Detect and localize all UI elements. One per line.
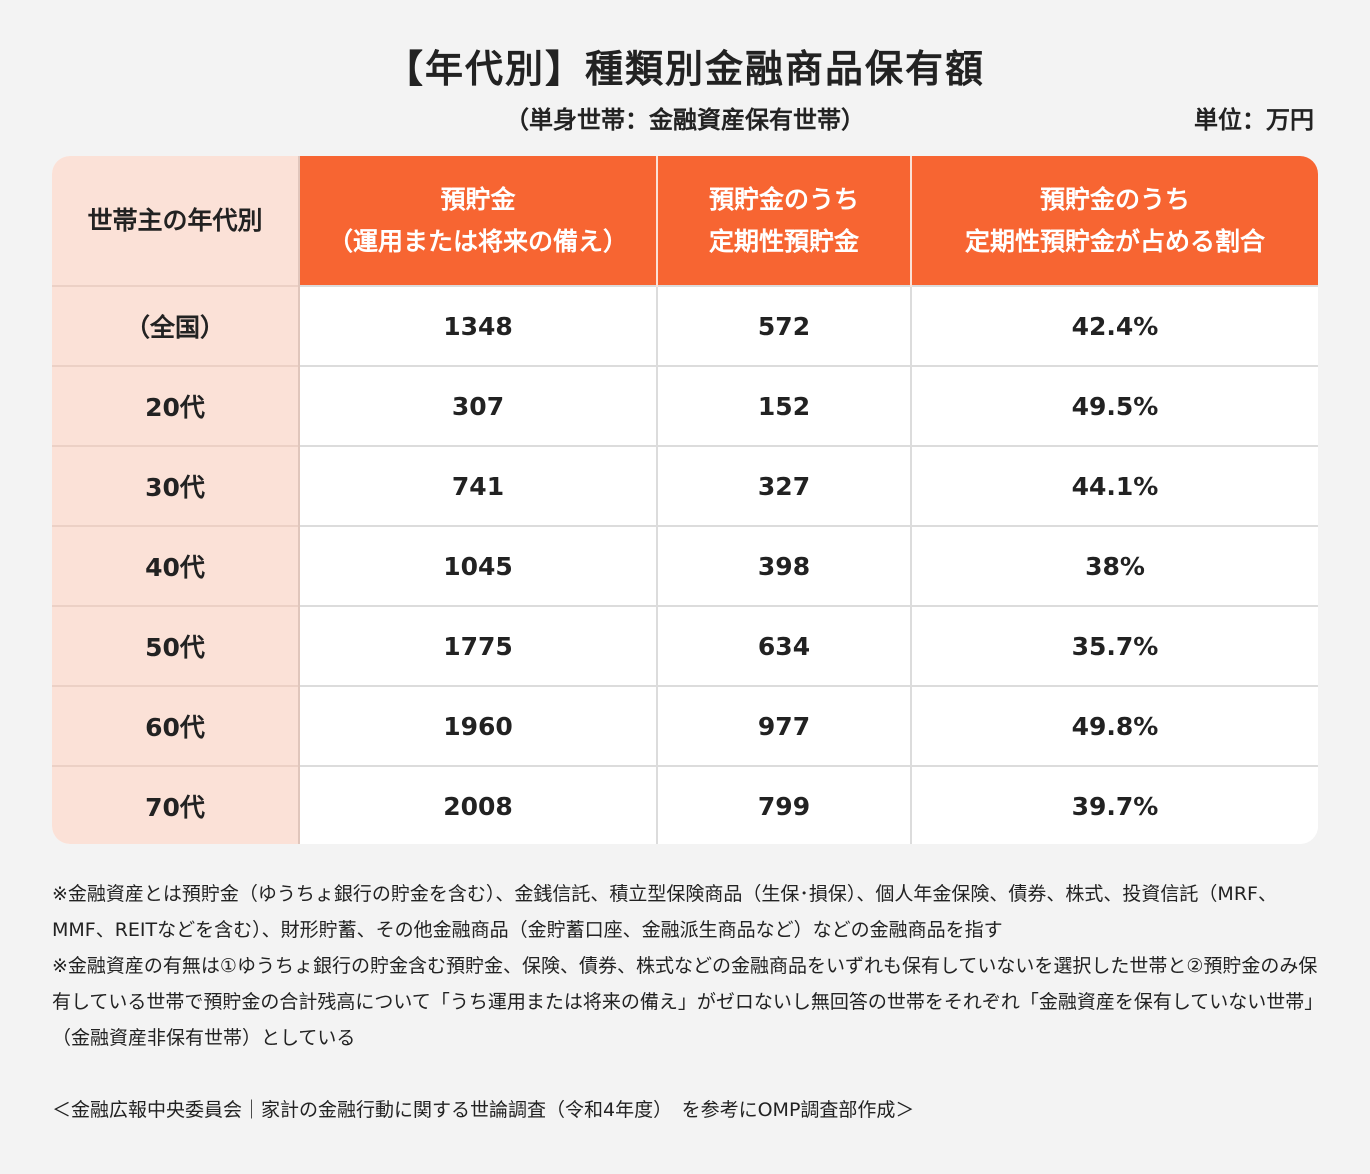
cell-fixed-deposit: 977 [656, 685, 911, 766]
cell-fixed-ratio: 44.1% [910, 445, 1318, 526]
table-row: 40代 1045 398 38% [52, 525, 1318, 606]
cell-savings: 1960 [298, 685, 657, 766]
cell-savings: 1775 [298, 605, 657, 686]
row-header: （全国） [52, 285, 300, 366]
table-row: 30代 741 327 44.1% [52, 445, 1318, 526]
footnotes: ※金融資産とは預貯金（ゆうちょ銀行の貯金を含む）、金銭信託、積立型保険商品（生保… [52, 876, 1324, 1056]
table-row: 20代 307 152 49.5% [52, 365, 1318, 446]
footnote-asset-ownership: ※金融資産の有無は①ゆうちょ銀行の貯金含む預貯金、保険、債券、株式などの金融商品… [52, 955, 1324, 1049]
cell-fixed-deposit: 572 [656, 285, 911, 366]
unit-label: 単位：万円 [1194, 106, 1314, 134]
cell-fixed-deposit: 634 [656, 605, 911, 686]
row-header: 40代 [52, 525, 300, 606]
row-header: 60代 [52, 685, 300, 766]
cell-fixed-deposit: 799 [656, 765, 911, 844]
column-header-fixed-ratio-line1: 預貯金のうち [1039, 184, 1190, 214]
cell-fixed-deposit: 327 [656, 445, 911, 526]
cell-fixed-ratio: 49.5% [910, 365, 1318, 446]
column-header-age: 世帯主の年代別 [52, 156, 300, 286]
cell-fixed-ratio: 42.4% [910, 285, 1318, 366]
column-header-fixed-ratio: 預貯金のうち 定期性預貯金が占める割合 [910, 156, 1318, 286]
table-row: （全国） 1348 572 42.4% [52, 285, 1318, 366]
cell-savings: 307 [298, 365, 657, 446]
source-credit: ＜金融広報中央委員会｜家計の金融行動に関する世論調査（令和4年度） を参考にOM… [52, 1099, 915, 1121]
data-table-container: 世帯主の年代別 預貯金 （運用または将来の備え） 預貯金のうち 定期性預貯金 預… [52, 156, 1318, 844]
cell-fixed-deposit: 152 [656, 365, 911, 446]
row-header: 30代 [52, 445, 300, 526]
cell-fixed-ratio: 38% [910, 525, 1318, 606]
column-header-savings-line2: （運用または将来の備え） [327, 226, 628, 256]
row-header: 20代 [52, 365, 300, 446]
chart-title: 【年代別】種類別金融商品保有額 [384, 47, 985, 91]
cell-fixed-deposit: 398 [656, 525, 911, 606]
chart-subtitle: （単身世帯：金融資産保有世帯） [505, 106, 865, 134]
cell-fixed-ratio: 35.7% [910, 605, 1318, 686]
column-header-fixed-deposit: 預貯金のうち 定期性預貯金 [656, 156, 911, 286]
table-row: 70代 2008 799 39.7% [52, 765, 1318, 844]
cell-fixed-ratio: 49.8% [910, 685, 1318, 766]
header-row: 世帯主の年代別 預貯金 （運用または将来の備え） 預貯金のうち 定期性預貯金 預… [52, 156, 1318, 286]
column-header-age-line1: 世帯主の年代別 [87, 205, 263, 235]
row-header: 50代 [52, 605, 300, 686]
table-row: 60代 1960 977 49.8% [52, 685, 1318, 766]
footnote-financial-assets: ※金融資産とは預貯金（ゆうちょ銀行の貯金を含む）、金銭信託、積立型保険商品（生保… [52, 883, 1277, 941]
column-header-fixed-ratio-line2: 定期性預貯金が占める割合 [964, 226, 1265, 256]
cell-savings: 2008 [298, 765, 657, 844]
cell-fixed-ratio: 39.7% [910, 765, 1318, 844]
data-table: 世帯主の年代別 預貯金 （運用または将来の備え） 預貯金のうち 定期性預貯金 預… [52, 156, 1318, 844]
cell-savings: 741 [298, 445, 657, 526]
cell-savings: 1045 [298, 525, 657, 606]
column-header-savings: 預貯金 （運用または将来の備え） [298, 156, 657, 286]
column-header-fixed-deposit-line1: 預貯金のうち [708, 184, 859, 214]
table-row: 50代 1775 634 35.7% [52, 605, 1318, 686]
cell-savings: 1348 [298, 285, 657, 366]
row-header: 70代 [52, 765, 300, 844]
column-header-fixed-deposit-line2: 定期性預貯金 [708, 226, 859, 256]
column-header-savings-line1: 預貯金 [440, 184, 516, 214]
